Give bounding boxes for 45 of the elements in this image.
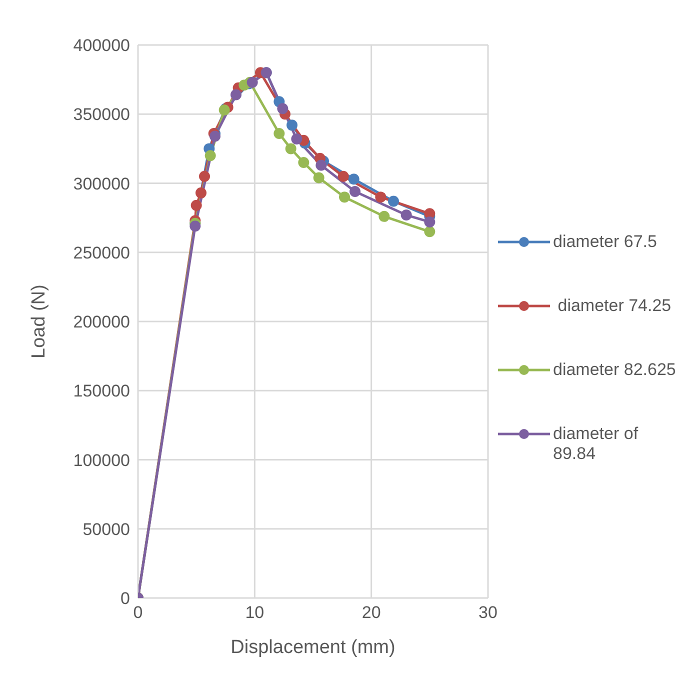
x-tick-label: 10: [245, 603, 264, 622]
point: [350, 186, 360, 198]
point: [313, 172, 324, 184]
point: [348, 174, 360, 185]
legend-label: diameter 67.5: [553, 232, 657, 252]
point: [424, 226, 436, 238]
point: [199, 170, 210, 182]
y-tick-label: 150000: [73, 382, 130, 401]
point: [204, 150, 216, 162]
point: [274, 128, 285, 139]
point: [196, 187, 206, 198]
point: [277, 103, 288, 114]
x-tick-label: 0: [133, 603, 143, 622]
point: [291, 134, 302, 145]
x-axis-title: Displacement (mm): [230, 637, 396, 658]
point: [298, 157, 310, 168]
point: [285, 143, 296, 154]
y-tick-label: 300000: [73, 174, 130, 194]
point: [424, 216, 436, 228]
point: [375, 192, 386, 203]
point: [190, 220, 201, 232]
legend-label: diameter 82.625: [553, 360, 676, 380]
y-tick-label: 0: [120, 589, 130, 608]
y-tick-label: 350000: [73, 105, 130, 124]
point: [316, 160, 327, 171]
y-tick-label: 250000: [73, 243, 130, 262]
y-tick-label: 400000: [73, 36, 130, 56]
point: [388, 196, 399, 207]
legend-label: diameter of 89.84: [553, 424, 640, 464]
point: [339, 192, 350, 203]
legend-label: diameter 74.25: [556, 296, 672, 316]
x-tick-label: 30: [478, 603, 498, 622]
y-axis-title: Load (N): [28, 284, 50, 358]
point: [286, 120, 298, 131]
point: [378, 210, 390, 222]
x-tick-label: 20: [362, 603, 381, 622]
point: [246, 76, 258, 88]
point: [400, 210, 412, 221]
y-tick-label: 50000: [82, 520, 130, 539]
point: [338, 170, 349, 182]
y-tick-label: 200000: [73, 312, 130, 332]
point: [190, 200, 202, 211]
y-tick-label: 100000: [73, 450, 130, 470]
point: [230, 89, 242, 100]
point: [210, 130, 220, 142]
